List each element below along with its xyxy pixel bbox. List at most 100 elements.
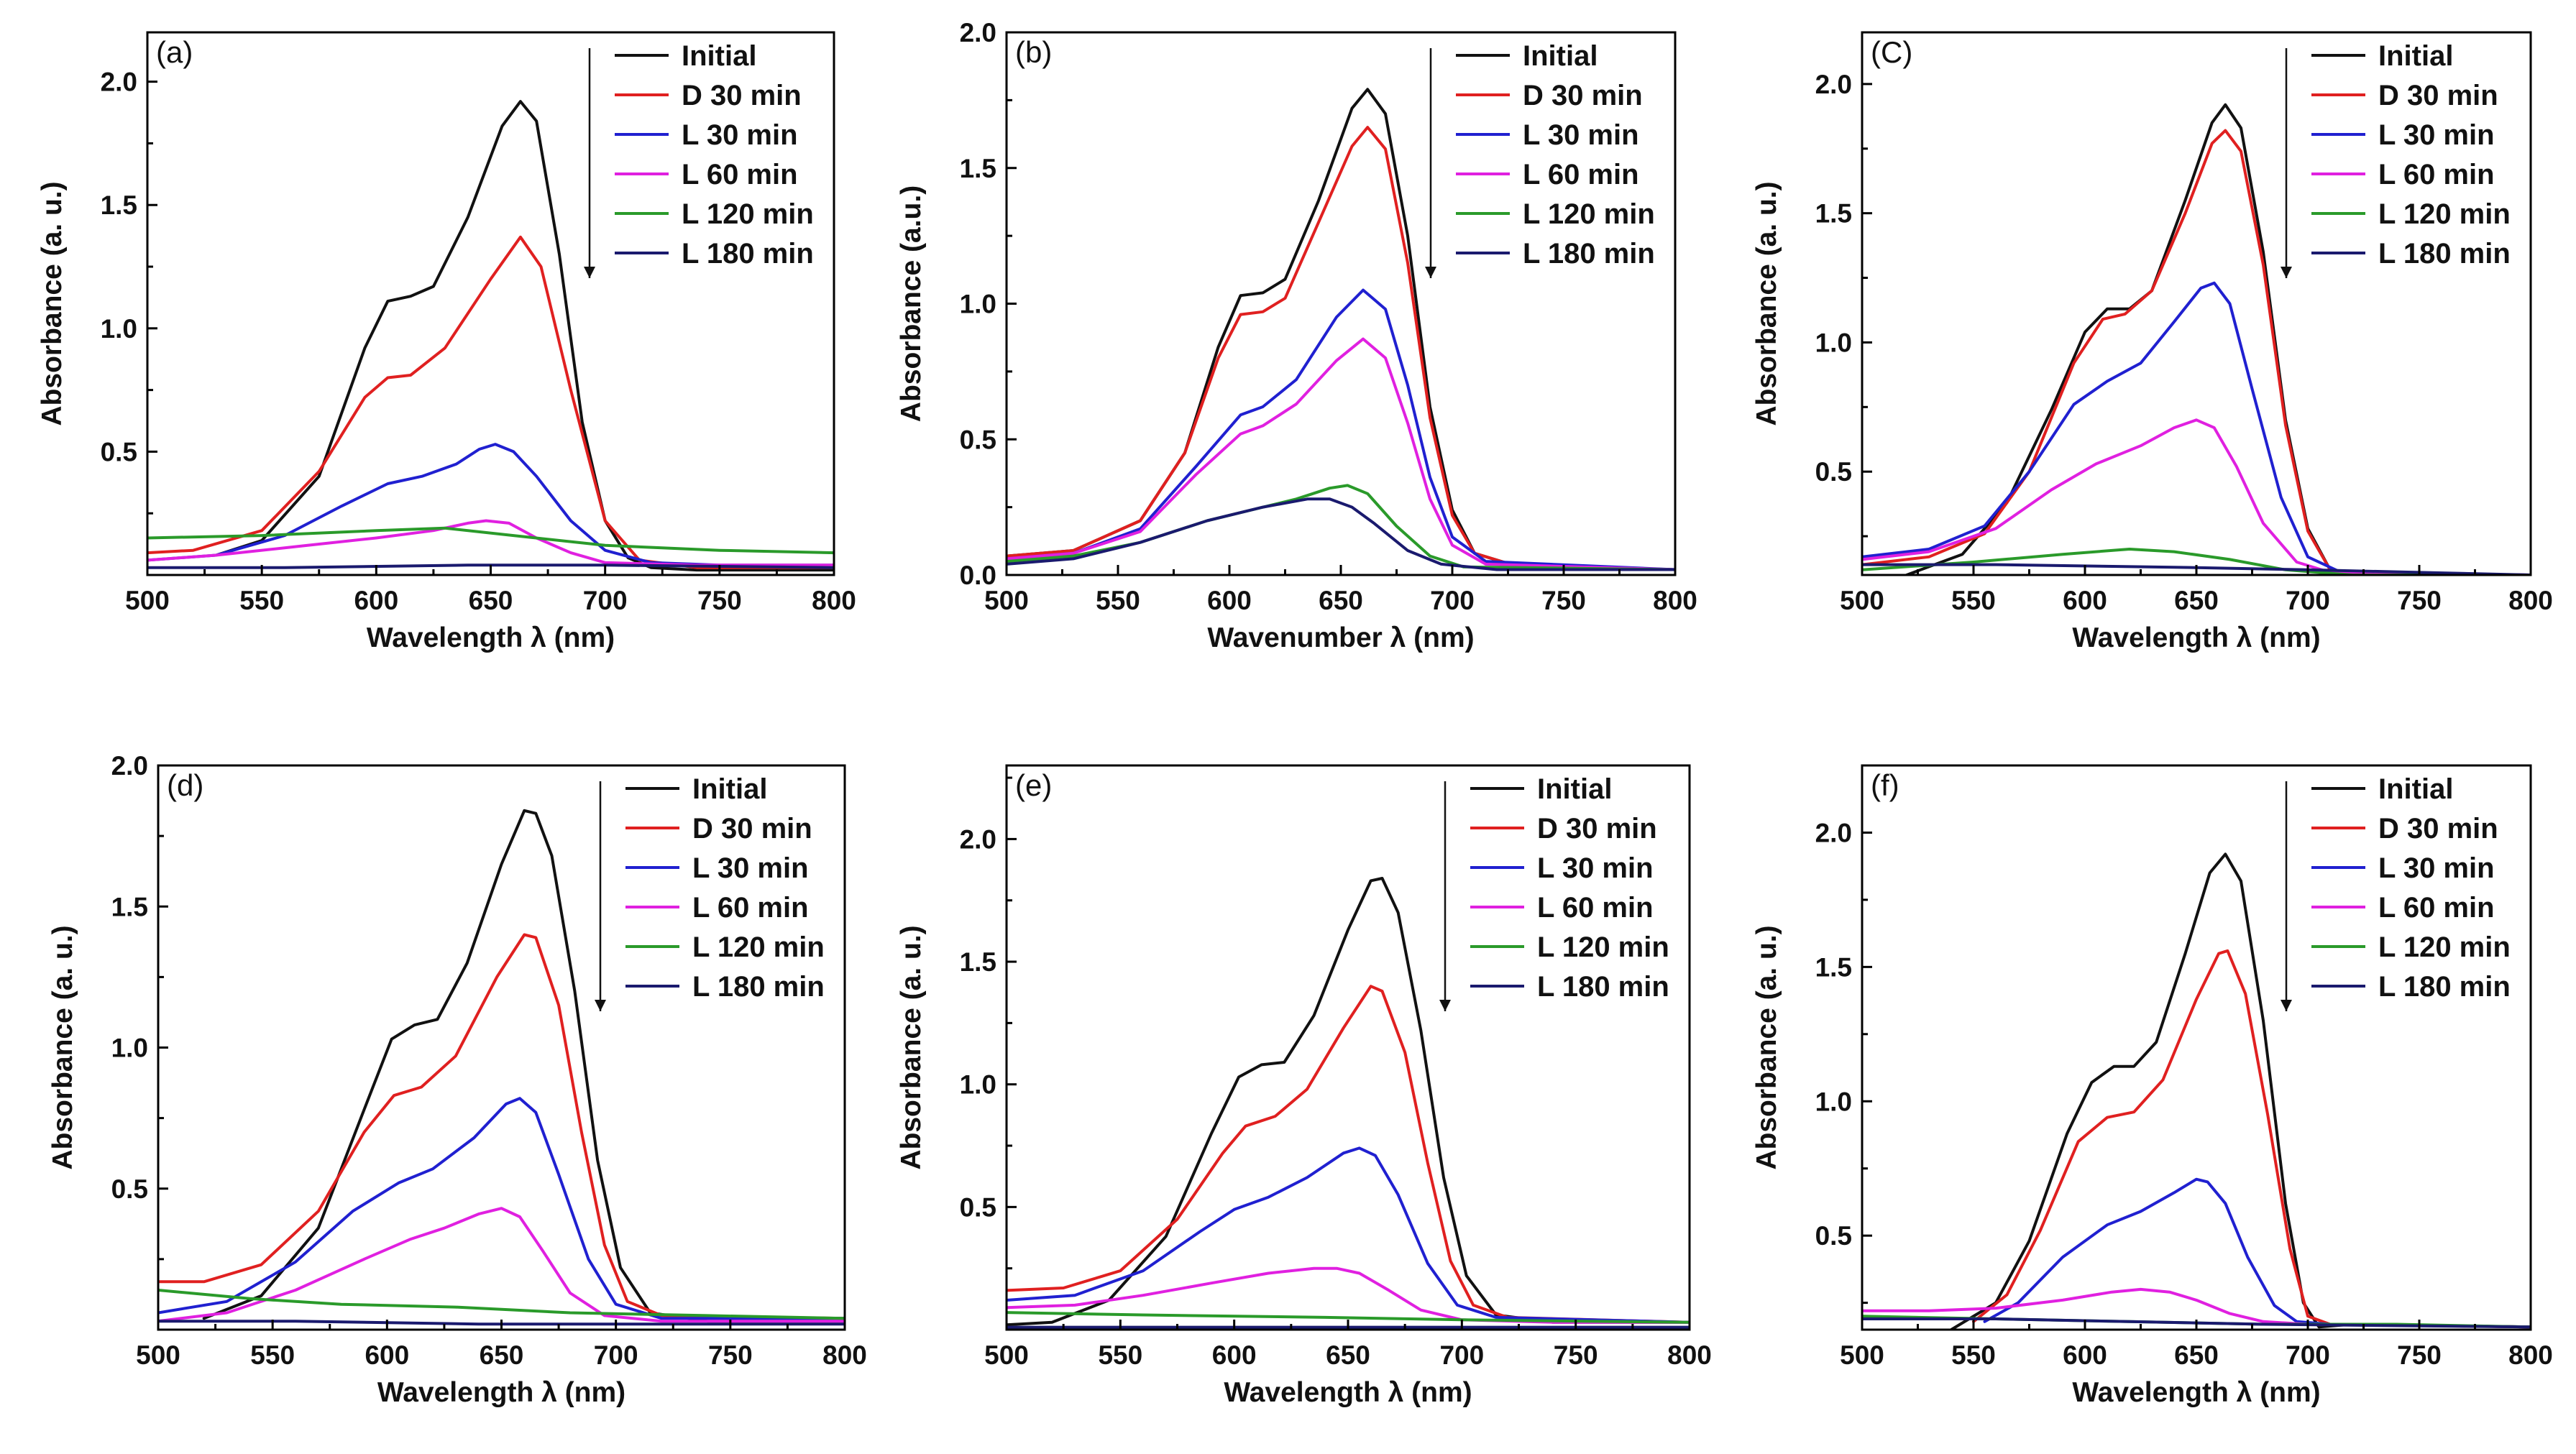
legend-label: Initial <box>1537 773 1612 805</box>
plot-frame <box>146 31 835 576</box>
legend-label: L 180 min <box>682 238 814 270</box>
series-line <box>1007 1311 1690 1324</box>
trend-arrowhead <box>1439 1000 1451 1011</box>
legend-label: L 180 min <box>692 971 825 1003</box>
series-group <box>147 100 834 572</box>
series-line <box>147 443 834 567</box>
series-line <box>1007 985 1690 1324</box>
legend-label: L 120 min <box>1537 931 1669 963</box>
legend-label: D 30 min <box>692 813 812 845</box>
legend-label: L 30 min <box>2378 119 2495 151</box>
x-tick-label: 750 <box>697 586 742 615</box>
x-tick-label: 700 <box>2286 586 2330 615</box>
legend-label: L 60 min <box>692 892 809 924</box>
x-tick-label: 800 <box>1667 1340 1712 1370</box>
series-line <box>1007 1146 1690 1324</box>
y-tick-label: 2.0 <box>111 751 148 781</box>
legend-label: Initial <box>682 40 756 72</box>
x-tick-label: 550 <box>1098 1340 1142 1370</box>
y-axis-title: Absorbance (a. u.) <box>37 181 68 425</box>
trend-arrowhead <box>2281 1000 2292 1011</box>
x-axis-title: Wavenumber λ (nm) <box>1207 622 1474 653</box>
x-tick-label: 500 <box>1840 1340 1884 1370</box>
chart-panel: 500 550 600 650 700 750 800 0.5 1.0 1.5 2.0 Wavelen… <box>37 31 856 653</box>
series-line <box>214 100 834 572</box>
x-tick-label: 700 <box>2286 1340 2330 1370</box>
x-tick-label: 500 <box>136 1340 180 1370</box>
legend-label: L 30 min <box>692 852 809 884</box>
x-axis-title: Wavelength λ (nm) <box>1224 1377 1472 1408</box>
chart-panel: 500 550 600 650 700 750 800 0.0 0.5 1.0 1.5 2.0 Wave… <box>896 18 1697 653</box>
x-tick-label: 800 <box>2508 1340 2553 1370</box>
legend-label: L 30 min <box>1523 119 1639 151</box>
series-line <box>1007 484 1675 571</box>
y-tick-label: 1.5 <box>1815 199 1852 229</box>
panel-label: (b) <box>1015 35 1052 69</box>
trend-arrowhead <box>1425 267 1436 278</box>
x-tick-label: 600 <box>1207 586 1252 615</box>
plot-frame <box>1861 764 2532 1331</box>
legend-label: L 60 min <box>682 159 798 190</box>
series-line <box>147 235 834 569</box>
series-line <box>1007 337 1675 571</box>
x-tick-label: 700 <box>594 1340 638 1370</box>
y-tick-label: 2.0 <box>1815 818 1852 847</box>
x-axis-title: Wavelength λ (nm) <box>367 622 615 653</box>
x-tick-label: 700 <box>1439 1340 1484 1370</box>
x-tick-label: 700 <box>1430 586 1475 615</box>
y-axis-title: Absorbance (a. u.) <box>1751 925 1782 1169</box>
y-tick-label: 1.0 <box>1815 328 1852 357</box>
y-tick-label: 1.0 <box>960 290 996 319</box>
y-tick-label: 1.5 <box>1815 952 1852 982</box>
x-tick-label: 750 <box>2397 1340 2442 1370</box>
x-tick-label: 800 <box>2508 586 2553 615</box>
legend-label: L 60 min <box>1523 159 1639 190</box>
series-line <box>1862 1287 2531 1329</box>
legend-label: L 30 min <box>2378 852 2495 884</box>
y-tick-label: 1.0 <box>111 1034 148 1063</box>
series-line <box>1007 126 1675 571</box>
panel-label: (e) <box>1015 768 1052 802</box>
x-tick-label: 800 <box>812 586 856 615</box>
series-line <box>1007 288 1675 571</box>
legend-label: L 120 min <box>692 931 825 963</box>
legend-label: D 30 min <box>1537 813 1657 845</box>
y-axis-title: Absorbance (a. u.) <box>47 925 78 1169</box>
panel-label: (f) <box>1871 768 1899 802</box>
x-tick-label: 500 <box>125 586 170 615</box>
series-line <box>1862 129 2531 575</box>
x-tick-label: 550 <box>1951 1340 1996 1370</box>
y-tick-label: 1.0 <box>101 314 137 344</box>
series-group <box>1007 877 1690 1329</box>
legend-label: L 60 min <box>2378 892 2495 924</box>
y-axis-title: Absorbance (a.u.) <box>896 185 927 422</box>
legend-label: Initial <box>692 773 767 805</box>
series-line <box>1862 563 2531 575</box>
y-tick-label: 1.5 <box>101 190 137 220</box>
x-tick-label: 650 <box>2174 586 2219 615</box>
legend-label: L 60 min <box>2378 159 2495 190</box>
series-line <box>158 1289 845 1320</box>
legend-label: L 30 min <box>1537 852 1654 884</box>
x-tick-label: 750 <box>1541 586 1586 615</box>
y-axis-title: Absorbance (a. u.) <box>1751 181 1782 425</box>
x-tick-label: 550 <box>1096 586 1140 615</box>
y-tick-label: 2.0 <box>101 68 137 97</box>
legend-label: D 30 min <box>1523 80 1643 111</box>
legend-label: L 180 min <box>2378 971 2511 1003</box>
x-tick-label: 700 <box>583 586 628 615</box>
x-tick-label: 550 <box>1951 586 1996 615</box>
y-tick-label: 1.5 <box>960 154 996 183</box>
x-tick-label: 500 <box>984 586 1029 615</box>
series-line <box>202 809 845 1323</box>
legend-label: L 120 min <box>682 198 814 230</box>
trend-arrowhead <box>2281 267 2292 278</box>
legend-label: D 30 min <box>682 80 802 111</box>
legend-label: D 30 min <box>2378 813 2498 845</box>
x-tick-label: 550 <box>239 586 284 615</box>
trend-arrowhead <box>584 267 595 278</box>
legend-label: L 120 min <box>1523 198 1655 230</box>
chart-panel: 500 550 600 650 700 750 800 0.5 1.0 1.5 2.0 Wavelen… <box>47 751 867 1408</box>
x-tick-label: 600 <box>2063 1340 2107 1370</box>
